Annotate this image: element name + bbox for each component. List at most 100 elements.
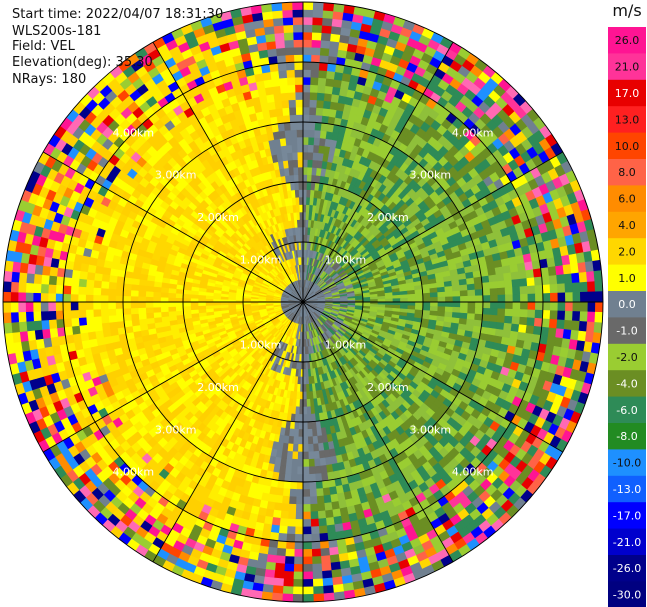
velocity-cell <box>302 594 314 602</box>
velocity-cell <box>429 292 439 298</box>
velocity-cell <box>283 473 292 482</box>
velocity-cell <box>293 556 304 565</box>
velocity-cell <box>505 301 514 310</box>
velocity-cell <box>317 77 327 87</box>
velocity-cell <box>400 301 409 306</box>
velocity-cell <box>437 306 446 313</box>
velocity-cell <box>302 474 310 483</box>
velocity-cell <box>489 314 498 323</box>
velocity-cell <box>330 33 341 43</box>
velocity-cell <box>302 91 311 100</box>
velocity-cell <box>547 266 557 277</box>
velocity-cell <box>313 458 321 467</box>
velocity-cell <box>488 274 498 283</box>
velocity-cell <box>302 2 314 10</box>
velocity-cell <box>295 504 304 513</box>
velocity-cell <box>324 509 334 519</box>
velocity-cell <box>265 561 276 571</box>
velocity-cell <box>550 301 559 312</box>
velocity-cell <box>542 301 551 311</box>
velocity-cell <box>510 271 520 281</box>
velocity-cell <box>586 311 596 323</box>
velocity-cell <box>312 585 324 595</box>
velocity-cell <box>320 39 331 49</box>
velocity-cell <box>459 307 469 314</box>
velocity-cell <box>290 466 298 475</box>
velocity-cell <box>322 17 334 27</box>
velocity-cell <box>290 473 298 483</box>
velocity-cell <box>308 481 317 490</box>
velocity-cell <box>496 280 506 289</box>
velocity-cell <box>298 421 304 430</box>
velocity-cell <box>302 481 310 490</box>
velocity-cell <box>526 277 536 287</box>
velocity-cell <box>527 309 536 319</box>
velocity-cell <box>266 554 277 564</box>
velocity-cell <box>302 54 312 63</box>
velocity-cell <box>286 518 296 528</box>
velocity-cell <box>330 501 340 511</box>
velocity-cell <box>586 271 596 283</box>
velocity-cell <box>280 503 290 512</box>
velocity-cell <box>302 504 311 513</box>
velocity-cell <box>319 54 330 64</box>
velocity-cell <box>542 284 551 294</box>
velocity-cell <box>422 292 431 299</box>
velocity-cell <box>291 451 299 460</box>
velocity-cell <box>392 294 401 300</box>
velocity-cell <box>293 571 304 580</box>
velocity-cell <box>564 282 574 294</box>
velocity-cell <box>316 495 325 505</box>
velocity-cell <box>496 315 506 324</box>
velocity-cell <box>309 91 318 101</box>
velocity-cell <box>302 31 313 40</box>
velocity-cell <box>325 77 335 87</box>
velocity-cell <box>284 548 295 558</box>
velocity-cell <box>302 429 309 438</box>
velocity-cell <box>276 540 287 550</box>
velocity-cell <box>317 510 327 520</box>
velocity-cell <box>302 586 314 595</box>
velocity-cell <box>311 54 321 63</box>
velocity-cell <box>572 301 581 312</box>
velocity-cell <box>557 310 566 321</box>
velocity-cell <box>295 496 304 505</box>
velocity-cell <box>534 284 544 295</box>
velocity-cell <box>308 473 316 483</box>
velocity-cell <box>557 283 566 294</box>
velocity-cell <box>460 301 469 309</box>
velocity-cell <box>474 313 483 322</box>
velocity-cell <box>313 450 320 460</box>
velocity-cell <box>322 9 334 19</box>
velocity-cell <box>481 282 491 290</box>
velocity-cell <box>519 285 529 295</box>
velocity-cell <box>527 285 536 295</box>
velocity-cell <box>555 265 565 276</box>
velocity-cell <box>294 519 304 528</box>
velocity-cell <box>277 532 288 542</box>
velocity-cell <box>278 525 288 535</box>
velocity-cell <box>294 526 304 535</box>
velocity-cell <box>555 328 565 339</box>
velocity-cell <box>322 577 334 587</box>
velocity-cell <box>302 549 313 558</box>
velocity-cell <box>482 295 491 303</box>
velocity-cell <box>315 480 323 490</box>
velocity-cell <box>314 122 323 131</box>
velocity-cell <box>510 323 520 333</box>
velocity-cell <box>271 592 283 602</box>
velocity-cell <box>309 99 318 108</box>
velocity-cell <box>273 570 285 580</box>
velocity-cell <box>291 458 298 468</box>
velocity-cell <box>288 496 297 505</box>
velocity-cell <box>535 301 544 311</box>
velocity-cell <box>302 144 309 153</box>
velocity-cell <box>422 301 431 307</box>
velocity-cell <box>302 534 312 543</box>
velocity-cell <box>512 309 521 318</box>
velocity-cell <box>312 2 325 11</box>
velocity-cell <box>325 517 335 527</box>
velocity-cell <box>518 316 528 326</box>
velocity-cell <box>556 319 566 330</box>
velocity-cell <box>444 285 453 293</box>
